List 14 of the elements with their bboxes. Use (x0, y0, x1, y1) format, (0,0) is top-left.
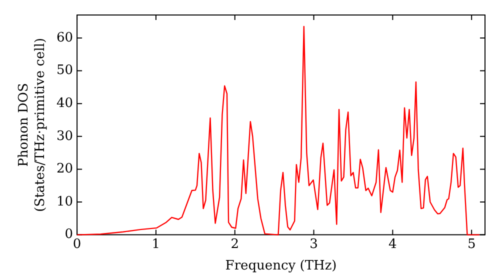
x-tick-label: 1 (152, 236, 160, 252)
x-tick-label: 5 (467, 236, 476, 252)
y-tick-label: 0 (64, 227, 74, 242)
x-tick-label: 2 (230, 236, 239, 252)
y-tick-label: 50 (56, 63, 74, 78)
x-tick-label: 3 (310, 236, 318, 252)
x-axis-title: Frequency (THz) (225, 258, 337, 274)
y-tick-label: 40 (56, 96, 74, 111)
x-tick-label: 4 (388, 236, 397, 252)
y-tick-label: 60 (56, 30, 74, 46)
y-tick-label: 20 (56, 162, 74, 177)
y-tick-label: 30 (56, 128, 74, 144)
y-axis-title: Phonon DOS (States/THz·primitive cell) (16, 38, 48, 212)
y-tick-label: 10 (56, 194, 74, 210)
